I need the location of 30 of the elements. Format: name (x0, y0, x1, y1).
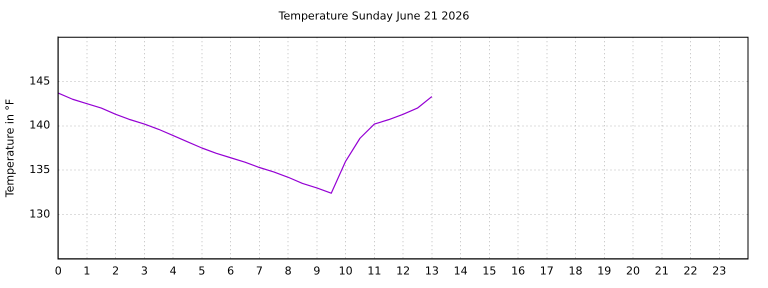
y-tick-label: 145 (29, 74, 50, 88)
x-tick-label: 18 (568, 264, 583, 278)
x-tick-label: 13 (424, 264, 439, 278)
x-tick-label: 0 (54, 264, 62, 278)
x-tick-label: 11 (367, 264, 382, 278)
x-tick-label: 22 (684, 264, 698, 278)
y-tick-label: 135 (29, 163, 50, 176)
x-tick-label: 1 (83, 264, 90, 278)
x-tick-label: 9 (313, 264, 320, 278)
x-tick-label: 4 (170, 264, 177, 278)
x-tick-label: 23 (712, 264, 726, 278)
chart-title: Temperature Sunday June 21 2026 (278, 9, 470, 22)
x-tick-label: 8 (284, 264, 292, 278)
x-tick-label: 21 (654, 264, 669, 278)
y-axis-title: Temperature in °F (3, 98, 16, 198)
x-tick-label: 6 (227, 264, 234, 278)
x-tick-label: 10 (338, 264, 353, 278)
x-tick-label: 15 (482, 264, 496, 278)
x-tick-label: 14 (454, 264, 468, 278)
y-tick-label: 130 (29, 207, 50, 220)
x-tick-label: 12 (396, 264, 410, 278)
x-tick-label: 19 (597, 264, 612, 278)
y-tick-label: 140 (29, 118, 50, 132)
x-tick-label: 5 (198, 264, 206, 278)
x-tick-label: 17 (540, 264, 554, 278)
x-tick-label: 20 (626, 264, 640, 278)
x-tick-label: 3 (140, 264, 148, 278)
x-tick-label: 2 (112, 264, 120, 278)
x-tick-label: 7 (256, 264, 263, 278)
x-tick-label: 16 (511, 264, 526, 278)
